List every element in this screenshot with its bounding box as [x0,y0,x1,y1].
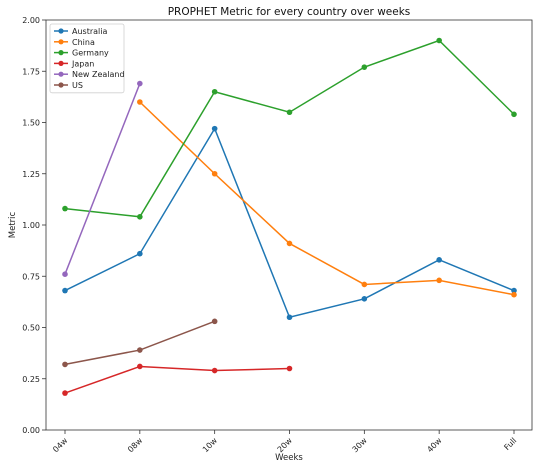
data-point-germany-08w [137,214,143,220]
legend-item-japan: Japan [54,59,94,68]
x-tick-label: 04w [51,436,70,455]
legend-swatch-marker [58,39,64,45]
y-tick-label: 0.00 [22,426,40,435]
y-tick-label: 0.75 [22,272,40,281]
data-point-germany-20w [286,109,293,116]
x-tick-label: Full [502,436,518,452]
data-point-germany-40w [436,37,442,44]
legend-swatch-marker [58,71,64,77]
legend-label: New Zealand [72,70,125,79]
y-tick-label: 1.00 [22,221,40,230]
data-point-japan-04w [62,390,68,396]
series-line-china [139,101,515,296]
legend-label: Japan [71,59,94,68]
legend-label: US [72,81,83,90]
series-line-new-zealand [64,83,141,275]
data-point-germany-10w [211,88,218,95]
data-point-japan-20w [286,365,293,372]
y-tick-label: 1.50 [22,119,40,128]
series-germany [62,37,517,220]
y-tick-label: 0.50 [22,324,40,333]
data-point-new-zealand-08w [137,80,143,87]
legend-swatch-marker [58,60,64,66]
y-tick-label: 0.25 [22,375,40,384]
series-japan [62,363,293,396]
y-tick-label: 1.75 [22,67,40,76]
x-axis: 04w 08w 10w 20w 30w 40w Full [51,430,518,454]
data-point-australia-40w [436,257,442,263]
data-point-china-20w [286,240,293,247]
legend-label: China [72,38,95,47]
data-point-china-30w [361,281,368,288]
y-tick-label: 2.00 [22,16,40,25]
data-point-china-Full [511,291,517,298]
data-point-china-40w [436,277,442,284]
data-point-germany-30w [361,64,368,70]
series-line-japan [64,365,290,394]
series-line-us [64,320,215,366]
data-point-australia-04w [62,287,68,294]
x-tick-label: 20w [276,436,295,455]
data-point-us-04w [62,361,68,368]
data-point-australia-10w [211,125,218,132]
series-australia [62,125,517,321]
x-axis-label: Weeks [275,453,303,463]
legend-item-australia: Australia [54,27,107,36]
legend-swatch-marker [58,50,64,56]
data-point-us-08w [137,347,143,353]
data-point-australia-Full [511,287,517,294]
data-point-japan-10w [211,367,218,374]
y-axis: 0.00 0.25 0.50 0.75 1.00 1.25 1.50 1.75 2.00 [22,16,46,435]
chart-title: PROPHET Metric for every country over we… [168,6,411,18]
series-line-germany [64,39,515,218]
series-line-australia [64,126,515,319]
data-point-australia-20w [286,314,293,321]
data-point-germany-04w [62,205,68,212]
series-us [62,318,218,368]
x-tick-label: 10w [201,436,220,455]
data-point-germany-Full [511,111,517,118]
legend-swatch-marker [58,28,64,34]
data-point-new-zealand-04w [62,271,68,278]
legend-item-china: China [54,38,95,47]
x-tick-label: 40w [425,436,444,455]
data-point-china-08w [137,99,143,105]
legend-label: Germany [72,49,109,58]
legend-item-new-zealand: New Zealand [54,70,125,79]
data-point-japan-08w [137,363,143,370]
y-tick-label: 1.25 [22,170,40,179]
data-point-australia-08w [137,250,143,257]
data-point-us-10w [211,318,218,325]
series-new-zealand [62,80,143,278]
legend-swatch-marker [58,82,64,88]
legend-label: Australia [72,27,107,36]
plot-area [62,37,517,396]
x-tick-label: 08w [126,436,145,455]
x-tick-label: 30w [351,436,370,455]
y-axis-label: Metric [8,211,18,238]
series-china [137,99,517,298]
legend-box [49,23,125,94]
legend-item-us: US [54,81,83,90]
legend-item-germany: Germany [54,49,109,58]
data-point-australia-30w [361,296,368,302]
data-point-china-10w [211,170,218,177]
